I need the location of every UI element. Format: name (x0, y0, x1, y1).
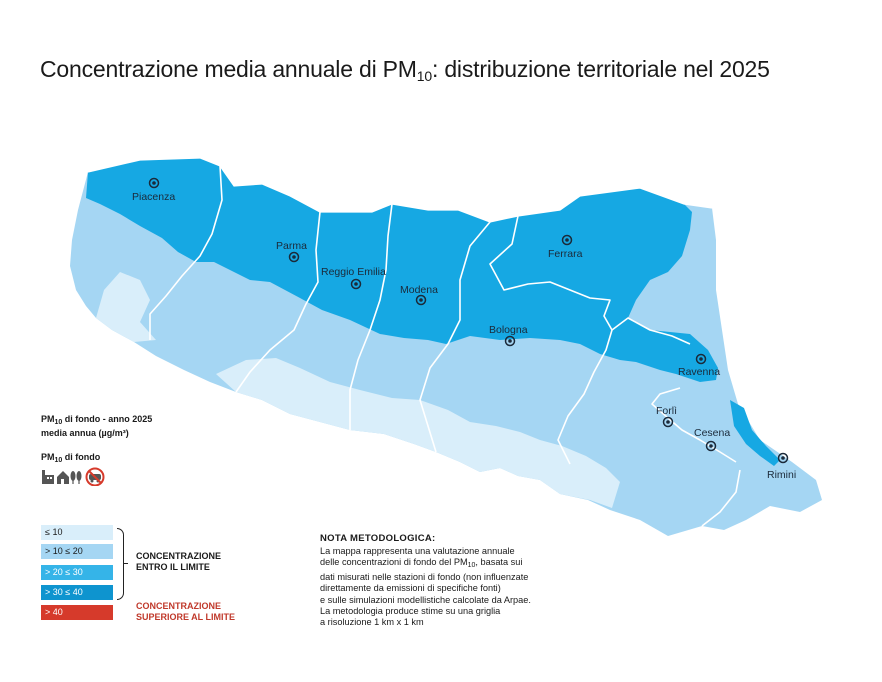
city-ravenna: Ravenna (678, 353, 720, 378)
coastal-zone (730, 400, 780, 466)
city-label: Ravenna (678, 366, 720, 378)
title-text: Concentrazione media annuale di PM (40, 56, 417, 82)
city-modena: Modena (400, 284, 438, 306)
source-icons (42, 467, 105, 486)
region-outline (87, 157, 713, 223)
city-label: Bologna (489, 324, 528, 336)
legend-heading: PM10 di fondo - anno 2025 media annua (µ… (41, 414, 153, 438)
province-boundaries (149, 165, 741, 527)
city-bologna: Bologna (489, 324, 528, 347)
city-label: Modena (400, 284, 438, 296)
above-limit-label: CONCENTRAZIONE SUPERIORE AL LIMITE (136, 601, 236, 622)
legend-class-4: > 30 ≤ 40 (41, 585, 113, 600)
title-suffix: : distribuzione territoriale nel 2025 (431, 56, 770, 82)
city-label: Ferrara (548, 248, 583, 260)
city-label: Cesena (694, 427, 730, 439)
legend-class-5: > 40 (41, 605, 113, 620)
house-icon (57, 471, 69, 484)
legend-class-2: > 10 ≤ 20 (41, 544, 113, 559)
city-parma: Parma (276, 240, 307, 263)
nota-title: NOTA METODOLOGICA: (320, 533, 436, 544)
city-label: Piacenza (132, 191, 175, 203)
nota-text: La mappa rappresenta una valutazione ann… (320, 546, 531, 628)
city-ferrara: Ferrara (548, 234, 583, 260)
mountain-zone (216, 358, 620, 508)
city-label: Rimini (767, 469, 796, 481)
city-label: Reggio Emilia (321, 266, 386, 278)
legend-bracket-tick (124, 563, 128, 564)
plain-zone (86, 158, 718, 382)
city-piacenza: Piacenza (132, 177, 175, 203)
no-car-icon (85, 467, 105, 486)
city-rimini: Rimini (767, 452, 796, 481)
legend-bracket (117, 528, 124, 600)
industry-icon (42, 470, 54, 484)
mountain-zone-west (96, 272, 156, 342)
city-reggio-emilia: Reggio Emilia (321, 266, 386, 290)
within-limit-label: CONCENTRAZIONE ENTRO IL LIMITE (136, 551, 221, 572)
city-label: Parma (276, 240, 307, 252)
title-subscript: 10 (416, 68, 432, 84)
fondo-label: PM10 di fondo (41, 452, 101, 464)
trees-icon (70, 471, 82, 484)
map-title: Concentrazione media annuale di PM10: di… (40, 56, 770, 84)
city-label: Forlì (656, 405, 677, 417)
city-forli: Forlì (656, 405, 677, 428)
legend-class-1: ≤ 10 (41, 525, 113, 540)
city-cesena: Cesena (694, 427, 730, 452)
legend-class-3: > 20 ≤ 30 (41, 565, 113, 580)
